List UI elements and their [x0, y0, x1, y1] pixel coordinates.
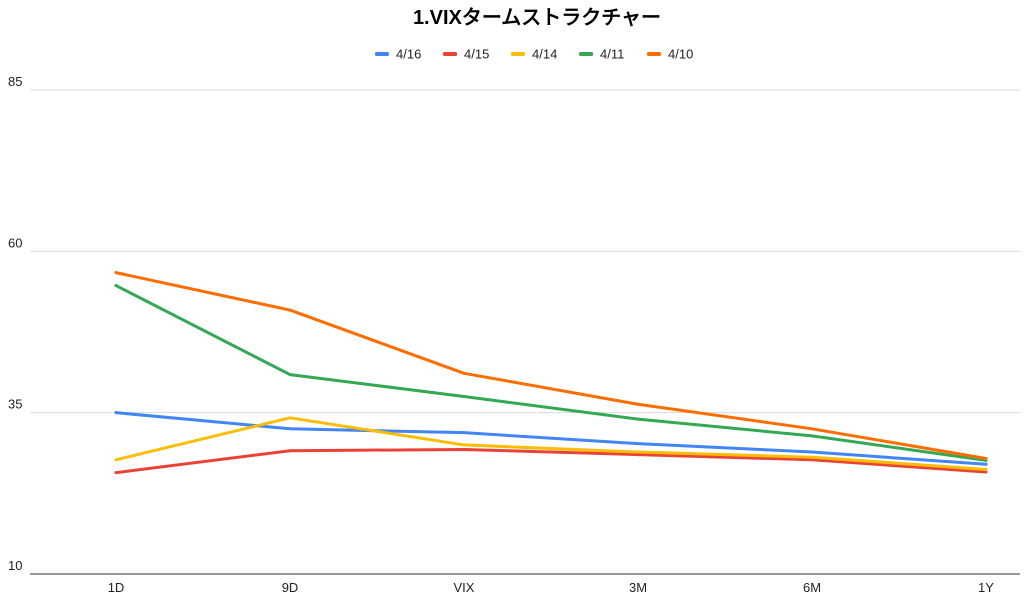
- data-point: [288, 373, 292, 377]
- x-tick-label: VIX: [454, 580, 475, 595]
- data-point: [114, 411, 118, 415]
- data-point: [636, 442, 640, 446]
- data-point: [984, 467, 988, 471]
- x-tick-label: 6M: [803, 580, 821, 595]
- data-point: [810, 455, 814, 459]
- data-point: [984, 462, 988, 466]
- legend-swatch: [647, 52, 661, 56]
- data-point: [462, 443, 466, 447]
- data-point: [288, 416, 292, 420]
- x-tick-label: 1Y: [978, 580, 994, 595]
- legend-swatch: [579, 52, 593, 56]
- legend-swatch: [511, 52, 525, 56]
- legend-item: 4/16: [375, 47, 421, 62]
- data-point: [462, 395, 466, 399]
- legend-swatch: [443, 52, 457, 56]
- x-tick-label: 9D: [282, 580, 299, 595]
- series-4-14: [114, 416, 988, 471]
- data-point: [810, 427, 814, 431]
- legend-label: 4/11: [600, 47, 624, 62]
- legend-item: 4/10: [647, 47, 693, 62]
- data-point: [636, 450, 640, 454]
- data-point: [288, 427, 292, 431]
- series-line: [114, 416, 988, 471]
- y-tick-label: 85: [8, 74, 22, 89]
- data-point: [462, 447, 466, 451]
- data-point: [636, 402, 640, 406]
- data-point: [984, 456, 988, 460]
- legend-item: 4/14: [511, 47, 557, 62]
- series-line: [114, 271, 988, 460]
- legend-swatch: [375, 52, 389, 56]
- legend-label: 4/16: [396, 47, 421, 62]
- data-point: [114, 458, 118, 462]
- data-point: [810, 458, 814, 462]
- data-point: [288, 449, 292, 453]
- x-tick-label: 3M: [629, 580, 647, 595]
- legend: 4/16 4/15 4/14 4/11 4/10: [375, 47, 693, 62]
- x-axis-ticks: 1D 9D VIX 3M 6M 1Y: [108, 580, 995, 595]
- series-line: [114, 284, 988, 462]
- series-line: [114, 447, 988, 475]
- series-lines: [114, 271, 988, 475]
- data-point: [114, 284, 118, 288]
- data-point: [636, 453, 640, 457]
- data-point: [288, 308, 292, 312]
- y-tick-label: 60: [8, 235, 22, 250]
- data-point: [984, 470, 988, 474]
- legend-label: 4/14: [532, 47, 557, 62]
- x-tick-label: 1D: [108, 580, 125, 595]
- legend-item: 4/15: [443, 47, 489, 62]
- legend-label: 4/15: [464, 47, 489, 62]
- series-4-10: [114, 271, 988, 460]
- data-point: [810, 434, 814, 438]
- data-point: [114, 471, 118, 475]
- legend-item: 4/11: [579, 47, 624, 62]
- data-point: [810, 450, 814, 454]
- y-tick-label: 35: [8, 397, 22, 412]
- legend-label: 4/10: [668, 47, 693, 62]
- chart-title: 1.VIXタームストラクチャー: [413, 6, 661, 29]
- gridlines: [30, 89, 1020, 575]
- data-point: [636, 417, 640, 421]
- y-axis-ticks: 10 35 60 85: [8, 74, 22, 573]
- data-point: [114, 271, 118, 275]
- data-point: [462, 431, 466, 435]
- data-point: [462, 371, 466, 375]
- y-tick-label: 10: [8, 558, 22, 573]
- series-4-15: [114, 447, 988, 475]
